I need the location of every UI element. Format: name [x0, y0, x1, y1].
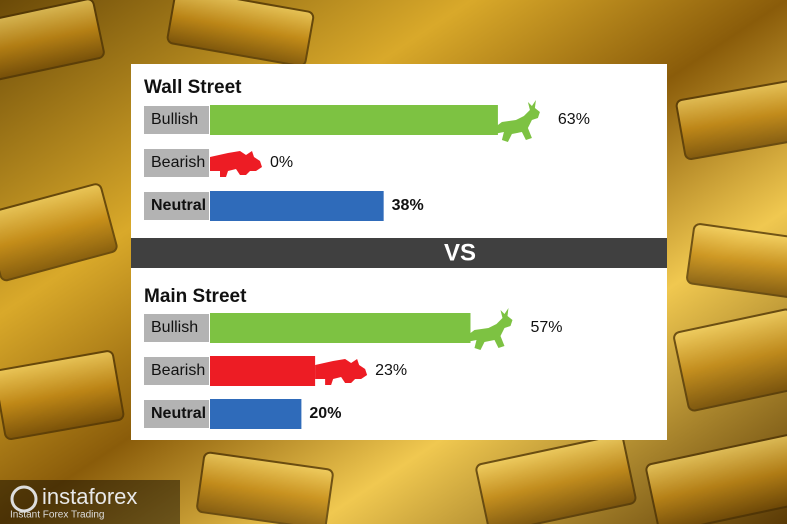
value-label: 57% [530, 319, 562, 336]
bar [210, 313, 471, 343]
bar [210, 356, 316, 386]
icon-shape [315, 359, 368, 385]
category-box [144, 106, 209, 134]
category-box [144, 400, 209, 428]
category-label: Bullish [151, 111, 198, 128]
bar [210, 191, 384, 221]
category-label: Neutral [151, 197, 206, 214]
category-box [144, 357, 209, 385]
bull-icon [493, 100, 540, 142]
separator-band [131, 238, 667, 268]
bear-icon [210, 151, 262, 177]
value-label: 20% [309, 405, 341, 422]
logo: instaforex Instant Forex Trading [0, 480, 180, 524]
value-label: 23% [375, 362, 407, 379]
icon-shape [210, 151, 262, 177]
chart-title: Main Street [144, 286, 247, 307]
category-label: Bearish [151, 362, 205, 379]
value-label: 38% [392, 197, 424, 214]
category-box [144, 149, 209, 177]
bull-icon [466, 308, 513, 350]
icon-shape [466, 308, 513, 350]
category-box [144, 192, 209, 220]
logo-name: instaforex [42, 484, 137, 509]
category-box [144, 314, 209, 342]
bar [210, 105, 498, 135]
category-label: Neutral [151, 405, 206, 422]
logo-tagline: Instant Forex Trading [10, 510, 105, 521]
category-label: Bearish [151, 154, 205, 171]
separator: VS [444, 239, 476, 266]
chart-title: Wall Street [144, 77, 242, 98]
value-label: 63% [558, 111, 590, 128]
bear-icon [315, 359, 368, 385]
bar [210, 399, 302, 429]
icon-shape [493, 100, 540, 142]
category-label: Bullish [151, 319, 198, 336]
value-label: 0% [270, 154, 293, 171]
